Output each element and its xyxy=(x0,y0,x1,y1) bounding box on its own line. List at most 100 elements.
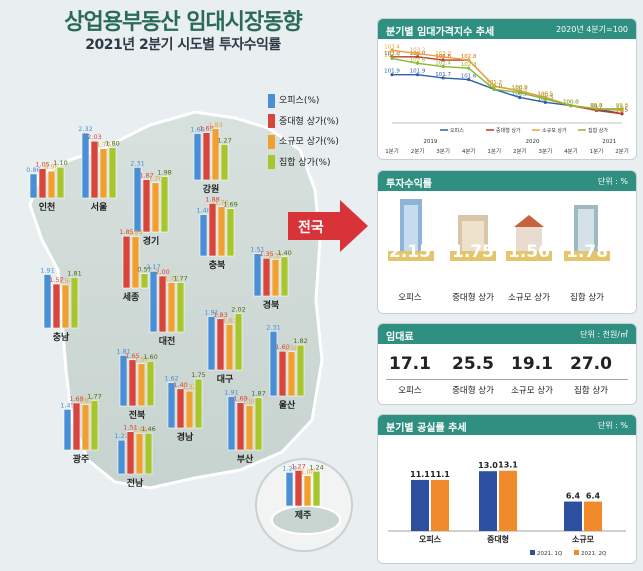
region-bar xyxy=(47,170,56,199)
region-group: 1.201.271.081.24 제주 xyxy=(282,462,323,521)
vacancy-legend-label: 2021. 2Q xyxy=(581,551,607,557)
region-value-label: 1.46 xyxy=(141,425,155,433)
legend-swatch xyxy=(268,114,275,128)
region-value-label: 1.27 xyxy=(291,462,305,470)
return-value-large-shop: 1.75 xyxy=(452,242,494,262)
rent-label-office: 오피스 xyxy=(398,386,422,396)
region-value-label: 1.84 xyxy=(128,228,142,236)
region-value-label: 1.51 xyxy=(250,246,264,254)
region-value-label: 1.27 xyxy=(217,136,231,144)
region-value-label: 1.91 xyxy=(224,389,238,397)
quarter-tick-label: 2분기 xyxy=(615,147,629,155)
region-value-label: 0.96 xyxy=(44,163,58,171)
legend-swatch xyxy=(268,155,275,169)
region-bar xyxy=(135,433,144,475)
index-line-chart: 101.9101.9101.7101.6101.0100.5100.2100.0… xyxy=(384,44,629,155)
region-bar xyxy=(142,179,151,233)
index-point xyxy=(415,51,420,56)
index-point xyxy=(415,55,420,59)
vacancy-legend-swatch xyxy=(530,550,535,555)
region-value-label: 2.17 xyxy=(146,263,160,271)
vacancy-bar-chart: 11.1 11.1 오피스 13.0 13.1 중대형 6.4 6.4 소규모 2021. 1Q 2… xyxy=(388,461,626,557)
index-value-label: 102.9 xyxy=(384,52,400,58)
region-value-label: 1.48 xyxy=(196,207,210,215)
region-bar xyxy=(202,132,211,181)
region-name-label: 경남 xyxy=(177,431,194,443)
region-bar xyxy=(176,388,185,429)
region-value-label: 1.87 xyxy=(251,390,265,398)
region-bar xyxy=(194,378,203,429)
panel-investment-return: 투자수익률 단위 : % 2.15 1.75 1.56 1.78 오피스 중대형… xyxy=(377,170,637,314)
region-name-label: 세종 xyxy=(123,291,140,303)
region-bar xyxy=(254,397,263,451)
region-bar xyxy=(70,277,79,329)
legend-swatch xyxy=(268,93,275,108)
index-legend-label: 집합 상가 xyxy=(588,127,608,134)
region-value-label: 2.32 xyxy=(78,125,92,133)
vacancy-value-label: 13.0 xyxy=(478,461,498,470)
quarter-tick-label: 4분기 xyxy=(462,147,476,155)
quarter-tick-label: 2분기 xyxy=(513,147,527,155)
region-bar xyxy=(225,324,234,371)
region-name-label: 대전 xyxy=(159,335,176,347)
index-value-label: 101.6 xyxy=(461,74,477,80)
index-point xyxy=(594,107,599,111)
region-group: 1.451.681.621.77 광주 xyxy=(60,392,101,465)
region-value-label: 2.31 xyxy=(130,159,144,167)
callout-arrow xyxy=(288,200,368,252)
region-value-label: 1.45 xyxy=(60,401,74,409)
vacancy-bar xyxy=(584,501,602,531)
small-shop-building-icon xyxy=(506,215,552,261)
region-name-label: 제주 xyxy=(295,509,312,521)
panel-note: 2020년 4분기=100 xyxy=(555,25,628,34)
page-title: 상업용부동산 임대시장동향 xyxy=(64,10,303,35)
index-point xyxy=(441,76,445,80)
vacancy-bar xyxy=(499,470,517,531)
region-name-label: 광주 xyxy=(73,453,90,465)
region-name-label: 충남 xyxy=(53,331,70,343)
region-value-label: 1.40 xyxy=(277,249,291,257)
region-bar xyxy=(131,236,140,289)
region-bar xyxy=(38,168,47,199)
building-icons xyxy=(388,199,610,261)
region-value-label: 1.82 xyxy=(293,337,307,345)
office-building-icon xyxy=(388,199,434,261)
vacancy-value-label: 6.4 xyxy=(586,492,601,501)
quarter-tick-label: 1분기 xyxy=(385,147,399,155)
region-bar xyxy=(56,166,65,199)
vacancy-bar xyxy=(411,479,429,531)
region-value-label: 1.85 xyxy=(119,228,133,236)
panel-vacancy: 분기별 공실률 추세 단위 : % 11.1 11.1 오피스 13.0 13.1 중대형… xyxy=(377,414,637,564)
region-bar xyxy=(90,400,99,451)
vacancy-category-label: 중대형 xyxy=(487,534,509,544)
map-legend: 오피스(%) 중대형 상가(%) 소규모 상가(%) 집합 상가(%) xyxy=(268,93,378,169)
region-bar xyxy=(90,140,99,199)
rent-value-large-shop: 25.5 xyxy=(452,354,494,374)
region-bar xyxy=(193,133,202,181)
index-point xyxy=(543,100,547,104)
index-value-label: 99.8 xyxy=(590,103,603,109)
index-point xyxy=(390,48,394,52)
region-bar xyxy=(128,359,137,407)
panel-rent: 임대료 단위 : 천원/㎡ 17.1 25.5 19.1 27.0 오피스 중대… xyxy=(377,323,637,405)
legend-item-collective-shop: 집합 상가(%) xyxy=(268,155,378,169)
region-bar xyxy=(185,390,194,429)
region-bar xyxy=(149,270,158,333)
region-bar xyxy=(271,259,280,297)
index-value-label: 100.4 xyxy=(537,93,553,99)
return-value-office: 2.15 xyxy=(389,242,431,262)
region-value-label: 1.91 xyxy=(40,267,54,275)
index-value-label: 103.0 xyxy=(384,51,400,57)
region-value-label: 1.76 xyxy=(96,141,110,149)
region-group: 1.511.351.311.40 경북 xyxy=(250,246,291,311)
index-point xyxy=(467,66,471,70)
index-point xyxy=(543,97,547,101)
region-bar xyxy=(167,282,176,333)
index-value-label: 100.5 xyxy=(512,91,528,97)
panel-header: 임대료 단위 : 천원/㎡ xyxy=(378,324,636,344)
region-value-label: 1.81 xyxy=(116,347,130,355)
index-legend-label: 오피스 xyxy=(450,127,464,134)
region-value-label: 1.69 xyxy=(223,201,237,209)
region-bar xyxy=(108,147,117,199)
region-bar xyxy=(227,396,236,451)
